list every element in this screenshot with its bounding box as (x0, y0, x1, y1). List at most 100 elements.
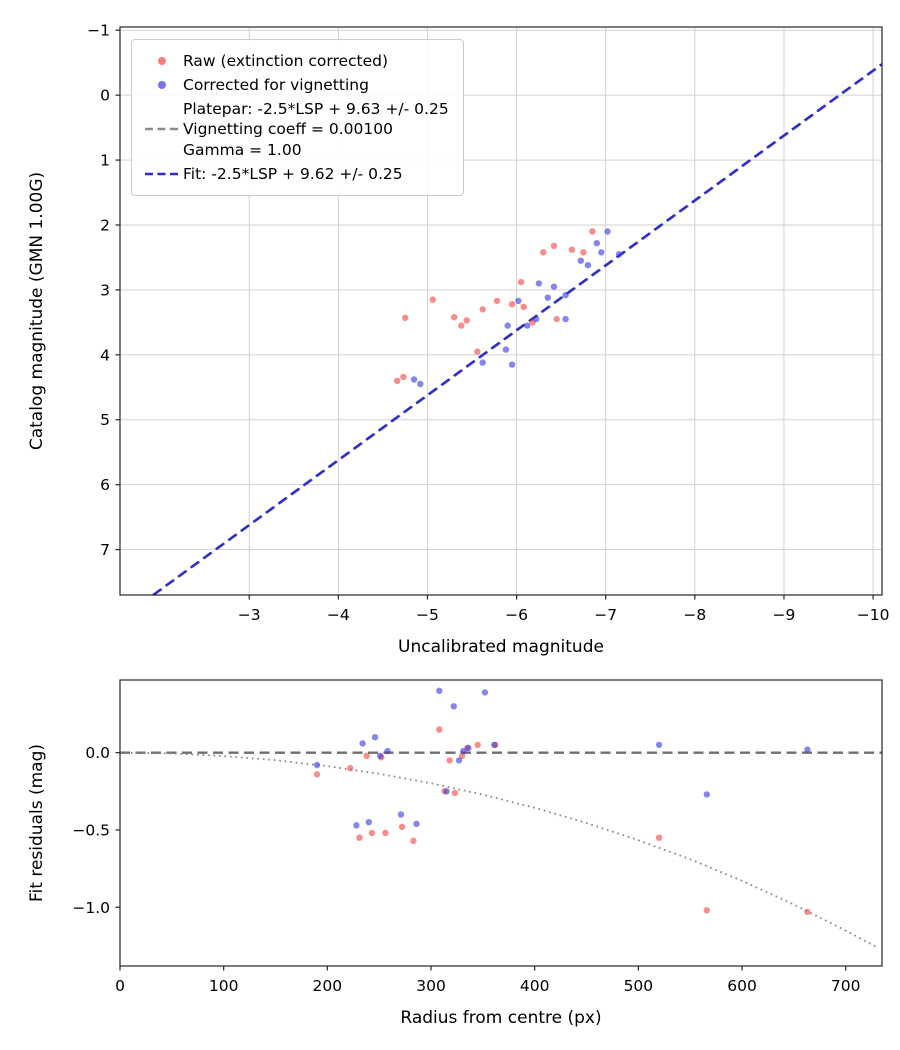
x-tick-label: −5 (416, 606, 439, 624)
x-tick-label: 200 (313, 977, 343, 995)
axes-spines (119, 679, 883, 967)
scatter-point (465, 744, 472, 752)
x-axis-label: Uncalibrated magnitude (398, 637, 604, 657)
scatter-point (363, 752, 370, 759)
legend-item: Platepar: -2.5*LSP + 9.63 +/- 0.25 Vigne… (141, 99, 449, 159)
legend-item-label: Raw (extinction corrected) (183, 52, 389, 70)
x-tick-label: 300 (416, 977, 446, 995)
y-tick-label: −1.0 (72, 899, 110, 917)
x-tick-label: −4 (327, 606, 350, 624)
scatter-point (458, 322, 465, 329)
scatter-point (436, 726, 443, 733)
y-tick-label: 5 (100, 411, 110, 429)
scatter-point (394, 377, 401, 384)
scatter-point (474, 348, 481, 355)
y-tick-label: 0 (100, 87, 110, 105)
legend-dash-marker-icon (141, 172, 183, 176)
y-tick-label: 3 (100, 281, 110, 299)
scatter-point (384, 747, 391, 755)
x-tick-label: −8 (683, 606, 706, 624)
scatter-point (451, 789, 459, 797)
y-tick-label: 1 (100, 152, 110, 170)
scatter-point (460, 747, 467, 755)
x-tick-label: 0 (115, 977, 125, 995)
scatter-point (410, 376, 418, 383)
legend-item-label: Fit: -2.5*LSP + 9.62 +/- 0.25 (183, 164, 403, 183)
x-tick-label: −7 (594, 606, 617, 624)
y-tick-label: 4 (100, 346, 110, 364)
scatter-point (580, 249, 587, 256)
x-tick-label: 600 (727, 977, 757, 995)
scatter-point (655, 834, 663, 841)
scatter-point (353, 822, 360, 829)
y-tick-label: 2 (100, 216, 110, 234)
scatter-point (463, 317, 470, 324)
scatter-point (550, 283, 558, 290)
legend-item: Fit: -2.5*LSP + 9.62 +/- 0.25 (141, 164, 449, 184)
scatter-point (446, 757, 453, 764)
scatter-point (491, 741, 498, 749)
scatter-point (313, 761, 321, 769)
scatter-point (377, 752, 384, 759)
y-axis-label: Catalog magnitude (GMN 1.00G) (27, 172, 47, 450)
scatter-point (402, 314, 409, 321)
scatter-point (584, 262, 592, 269)
scatter-point (493, 297, 501, 305)
x-tick-label: 500 (624, 977, 654, 995)
scatter-point (413, 820, 420, 827)
scatter-point (368, 829, 376, 837)
legend-item-label: Corrected for vignetting (183, 76, 369, 95)
legend-item: Corrected for vignetting (141, 75, 449, 95)
scatter-point (502, 346, 510, 353)
scatter-point (562, 315, 569, 323)
scatter-point (382, 829, 389, 837)
axes-spines (119, 26, 883, 596)
scatter-point (544, 294, 551, 301)
scatter-point (615, 251, 623, 258)
y-tick-label: 6 (100, 476, 110, 494)
y-tick-label: −0.5 (72, 821, 110, 839)
scatter-point (703, 907, 710, 914)
x-tick-label: −6 (505, 606, 528, 624)
y-axis-label: Fit residuals (mag) (27, 744, 47, 902)
scatter-point (593, 240, 600, 247)
scatter-point (359, 740, 366, 747)
scatter-point (553, 315, 560, 323)
scatter-point (479, 359, 486, 366)
scatter-point (356, 834, 363, 841)
fit-line (152, 63, 883, 596)
scatter-point (436, 687, 443, 694)
scatter-point (398, 823, 406, 831)
x-tick-label: −9 (773, 606, 796, 624)
scatter-point (703, 791, 710, 798)
scatter-point (520, 303, 527, 310)
scatter-point (550, 242, 558, 249)
scatter-point (655, 741, 663, 749)
legend-item-label: Platepar: -2.5*LSP + 9.63 +/- 0.25 Vigne… (183, 100, 449, 159)
legend-dot-marker-icon (141, 81, 183, 90)
y-tick-label: 7 (100, 541, 110, 559)
scatter-point (517, 278, 525, 286)
y-tick-label: 0.0 (85, 744, 110, 762)
scatter-point (577, 257, 584, 264)
scatter-point (535, 280, 543, 287)
scatter-point (540, 249, 547, 256)
scatter-point (313, 771, 321, 778)
scatter-point (481, 689, 489, 696)
scatter-point (508, 301, 516, 308)
scatter-point (474, 741, 481, 749)
scatter-point (515, 297, 522, 305)
scatter-point (400, 373, 407, 381)
x-tick-label: 400 (520, 977, 550, 995)
legend-item: Raw (extinction corrected) (141, 51, 449, 71)
scatter-point (804, 746, 811, 753)
scatter-point (524, 322, 531, 329)
scatter-point (410, 837, 417, 844)
x-tick-label: 100 (209, 977, 239, 995)
legend: Raw (extinction corrected) Corrected for … (131, 39, 464, 196)
scatter-point (568, 246, 576, 253)
scatter-point (508, 361, 516, 368)
legend-dot-marker-icon (141, 57, 183, 66)
scatter-point (533, 315, 540, 323)
